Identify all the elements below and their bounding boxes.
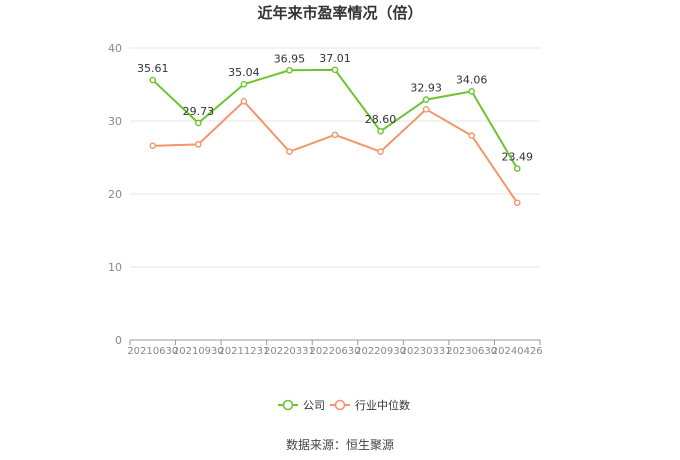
- x-tick-label: 20220930: [355, 346, 406, 357]
- series-point-1[interactable]: [195, 141, 202, 148]
- data-label: 36.95: [274, 52, 306, 65]
- series-point-0[interactable]: [240, 80, 248, 88]
- legend-swatch-marker: [282, 399, 294, 411]
- series-point-1[interactable]: [331, 131, 339, 139]
- y-tick-label: 30: [108, 115, 122, 128]
- series-point-0[interactable]: [422, 96, 430, 103]
- series-point-0[interactable]: [377, 127, 384, 135]
- series-point-1[interactable]: [422, 106, 430, 113]
- data-source: 数据来源：恒生聚源: [285, 438, 394, 452]
- chart-title: 近年来市盈率情况（倍）: [257, 4, 423, 22]
- x-tick-label: 20210630: [127, 346, 178, 357]
- data-label: 37.01: [319, 52, 351, 65]
- series-point-1[interactable]: [377, 148, 384, 155]
- data-label: 28.60: [365, 113, 397, 126]
- series-point-0[interactable]: [331, 66, 339, 74]
- x-tick-label: 20220630: [310, 346, 361, 357]
- x-tick-label: 20220331: [264, 346, 315, 357]
- series-point-0[interactable]: [286, 66, 293, 74]
- data-label: 35.04: [228, 66, 260, 79]
- data-label: 35.61: [137, 62, 169, 75]
- y-tick-label: 10: [108, 261, 122, 274]
- y-tick-label: 0: [115, 334, 122, 347]
- x-tick-label: 20210930: [173, 346, 224, 357]
- series-point-1[interactable]: [240, 97, 248, 105]
- data-label: 29.73: [183, 105, 215, 118]
- series-point-0[interactable]: [513, 165, 521, 172]
- data-label: 32.93: [410, 82, 442, 95]
- series-point-1[interactable]: [468, 132, 475, 139]
- series-point-0[interactable]: [468, 88, 475, 95]
- series-point-1[interactable]: [513, 199, 521, 207]
- series-point-0[interactable]: [195, 119, 202, 127]
- x-tick-label: 20240426: [492, 346, 543, 357]
- x-tick-label: 20211231: [218, 346, 269, 357]
- series-point-1[interactable]: [286, 148, 293, 155]
- series-point-0[interactable]: [149, 76, 157, 84]
- x-tick-label: 20230630: [446, 346, 497, 357]
- line-chart: 0 10 20 30 40 2021063020210930202112312022033…: [108, 42, 543, 412]
- legend-label[interactable]: 行业中位数: [355, 398, 410, 412]
- data-label: 23.49: [501, 151, 533, 164]
- y-tick-label: 40: [108, 42, 122, 55]
- series-point-1[interactable]: [149, 142, 157, 150]
- legend-swatch-marker: [334, 399, 346, 411]
- legend-label[interactable]: 公司: [303, 399, 325, 412]
- x-tick-label: 20230331: [401, 346, 452, 357]
- data-label: 34.06: [456, 73, 488, 86]
- y-tick-label: 20: [108, 188, 122, 201]
